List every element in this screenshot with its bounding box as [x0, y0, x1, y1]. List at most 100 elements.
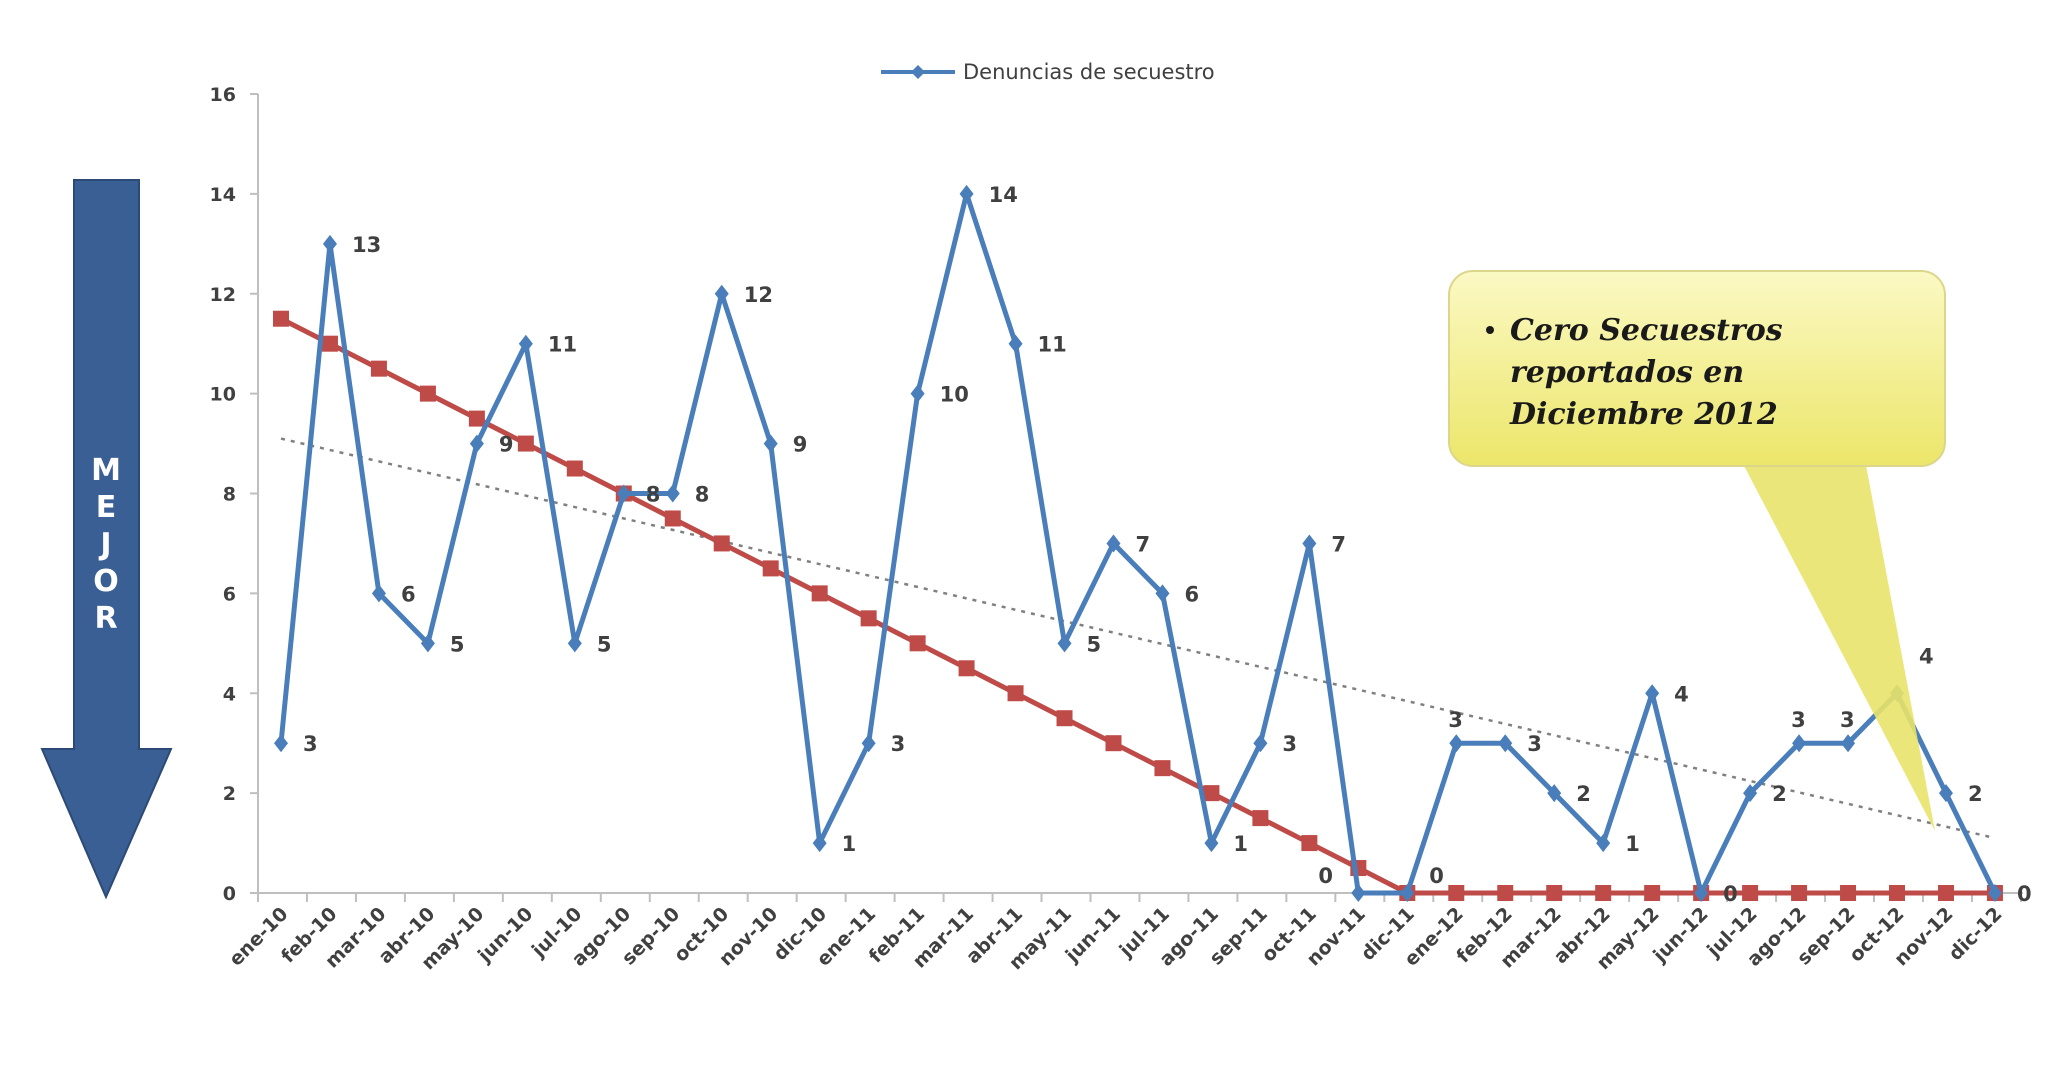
data-label: 9	[499, 433, 514, 457]
data-label: 13	[352, 233, 381, 257]
target-marker	[1742, 885, 1759, 901]
target-marker	[958, 660, 975, 677]
reports-marker	[1498, 734, 1513, 753]
x-tick-label: jun-12	[1648, 903, 1712, 967]
target-marker	[1791, 885, 1808, 901]
reports-marker	[518, 334, 533, 353]
bullet-icon	[1486, 326, 1494, 334]
data-label: 14	[989, 183, 1018, 207]
data-label: 9	[793, 433, 808, 457]
reports-marker	[1987, 884, 2002, 902]
reports-marker	[1155, 584, 1170, 603]
data-label: 0	[1318, 864, 1333, 888]
target-marker	[1595, 885, 1612, 901]
target-marker	[664, 510, 681, 527]
data-label: 8	[646, 483, 661, 507]
data-label: 3	[1791, 708, 1806, 732]
reports-marker	[1400, 884, 1415, 902]
reports-marker	[322, 234, 337, 253]
data-label: 3	[1840, 708, 1855, 732]
legend-marker-icon	[911, 65, 925, 79]
data-label: 8	[695, 483, 710, 507]
arrow-label: MEJOR	[91, 453, 121, 636]
reports-marker	[1596, 834, 1611, 853]
reports-marker	[1938, 784, 1953, 803]
target-marker	[1154, 760, 1171, 777]
reports-marker	[763, 434, 778, 453]
reports-marker	[1302, 534, 1317, 553]
target-marker	[1056, 710, 1073, 727]
target-marker	[1497, 885, 1514, 901]
data-label: 0	[1723, 882, 1738, 906]
reports-marker	[1351, 884, 1366, 902]
data-label: 3	[891, 732, 906, 756]
x-tick-label: jun-10	[473, 903, 537, 967]
target-marker	[811, 585, 828, 602]
target-marker	[468, 410, 485, 427]
reports-marker	[1253, 734, 1268, 753]
y-tick-label: 8	[223, 484, 236, 506]
reports-marker	[714, 284, 729, 303]
data-label: 1	[1625, 832, 1640, 856]
target-marker	[1203, 785, 1220, 802]
data-label: 2	[1576, 782, 1591, 806]
reports-marker	[1449, 734, 1464, 753]
reports-marker	[469, 434, 484, 453]
trend-line	[280, 437, 1996, 840]
x-tick-label: dic-12	[1944, 903, 2006, 965]
reports-marker	[959, 184, 974, 203]
axes: 0246810121416ene-10feb-10mar-10abr-10may…	[210, 84, 2023, 974]
reports-marker	[616, 484, 631, 503]
data-label: 3	[303, 732, 318, 756]
y-tick-label: 2	[223, 783, 236, 805]
reports-marker	[1008, 334, 1023, 353]
reports-marker	[1792, 734, 1807, 753]
y-tick-label: 14	[210, 184, 236, 206]
better-direction-arrow	[40, 179, 173, 900]
target-marker	[1007, 685, 1024, 702]
target-marker	[419, 385, 436, 402]
reports-series	[274, 184, 2002, 902]
target-marker	[762, 560, 779, 577]
y-tick-label: 4	[223, 683, 236, 705]
reports-marker	[1106, 534, 1121, 553]
target-marker	[1937, 885, 1954, 901]
reports-marker	[1841, 734, 1856, 753]
data-label: 2	[1968, 782, 1983, 806]
y-tick-label: 6	[223, 583, 236, 605]
reports-marker	[910, 384, 925, 403]
reports-marker	[371, 584, 386, 603]
target-marker	[1105, 735, 1122, 752]
reports-marker	[665, 484, 680, 503]
callout: Cero Secuestros reportados en Diciembre …	[1448, 270, 1946, 831]
y-tick-label: 10	[210, 384, 236, 406]
data-label: 11	[1038, 333, 1067, 357]
data-label: 7	[1135, 532, 1150, 556]
x-tick-label: jun-11	[1061, 903, 1125, 967]
target-marker	[273, 310, 289, 327]
data-label: 4	[1674, 682, 1689, 706]
data-label: 0	[1429, 864, 1444, 888]
data-label: 2	[1772, 782, 1787, 806]
target-marker	[1448, 885, 1465, 901]
reports-marker	[420, 634, 435, 653]
target-marker	[1889, 885, 1906, 901]
data-label: 5	[1087, 632, 1102, 656]
target-marker	[909, 635, 926, 652]
reports-marker	[274, 734, 288, 753]
data-label: 6	[1184, 582, 1199, 606]
target-series	[273, 310, 2003, 901]
data-label: 7	[1331, 532, 1346, 556]
data-label: 6	[401, 582, 416, 606]
data-label: 5	[450, 632, 465, 656]
reports-marker	[1743, 784, 1758, 803]
trend-line-path	[280, 437, 1996, 840]
reports-line	[278, 191, 1998, 896]
callout-line-3: Diciembre 2012	[1509, 397, 1778, 432]
target-marker	[321, 335, 338, 352]
data-label: 3	[1448, 708, 1463, 732]
target-marker	[860, 610, 877, 627]
target-marker	[1301, 835, 1318, 852]
callout-line-1: Cero Secuestros	[1510, 313, 1783, 348]
